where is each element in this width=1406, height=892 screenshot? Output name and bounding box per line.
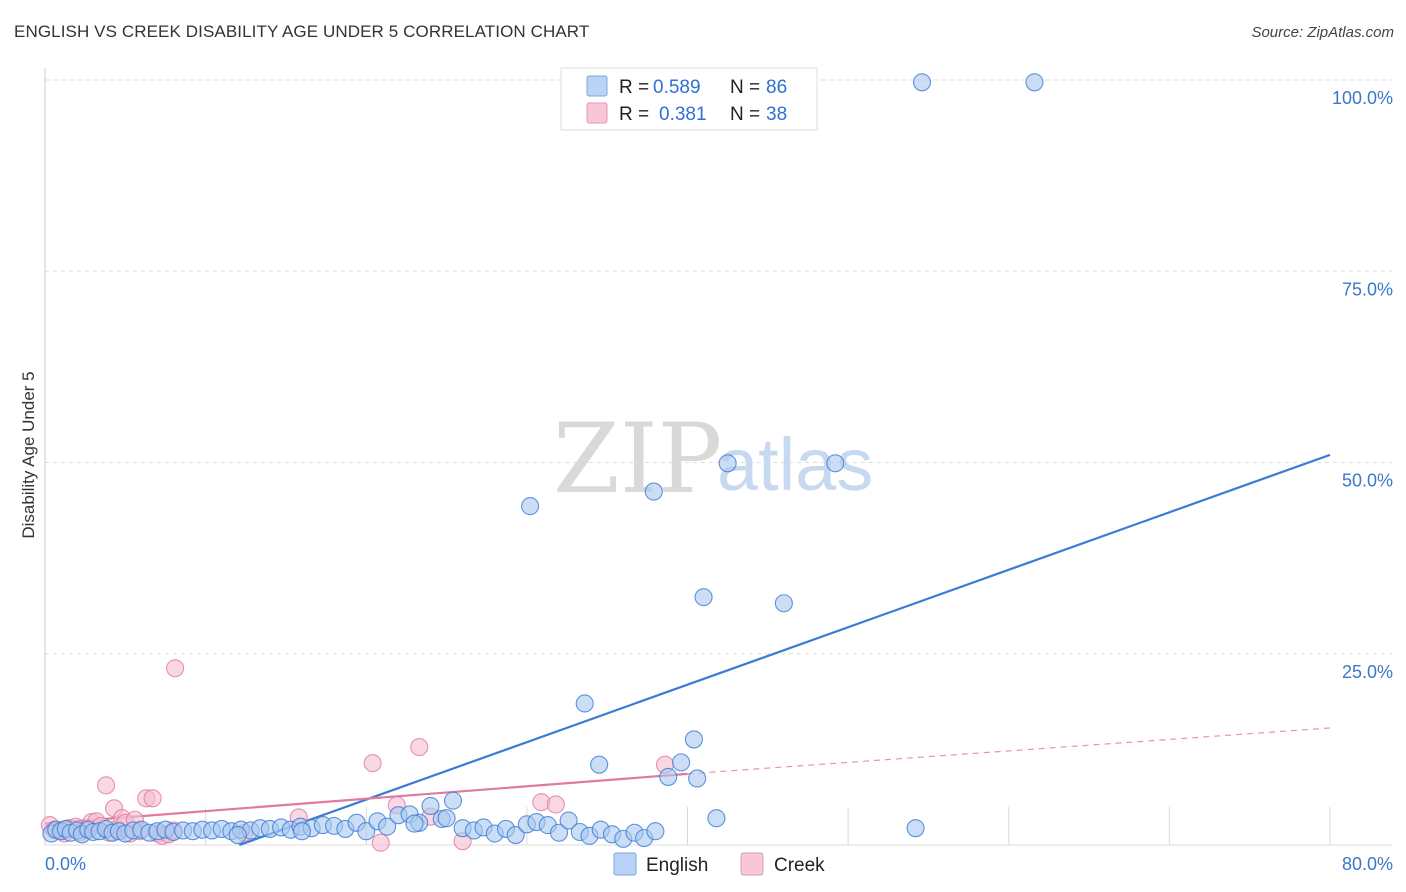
legend-r-value-english: 0.589 [653,77,701,98]
english-point [549,823,569,842]
english-point [672,753,691,772]
legend-swatch-creek [586,102,608,124]
creek-point [410,738,429,757]
y-axis-label: Disability Age Under 5 [19,371,38,538]
trend-layer [44,453,1331,847]
y-tick-label: 50.0% [1342,471,1393,491]
legend-r-label-english: R = [619,77,649,98]
trendline-creek [44,772,688,825]
legend: R = 0.589 N = 86 R = 0.381 N = 38 [560,67,818,131]
english-point [378,817,397,836]
creek-point [363,754,382,773]
series-legend-label-english: English [646,855,708,876]
english-point [646,822,665,841]
legend-swatch-english [586,75,608,97]
english-point [292,822,312,841]
legend-r-value-creek: 0.381 [659,104,707,125]
legend-n-value-english: 86 [766,77,787,98]
english-point [912,73,932,92]
english-point [405,814,424,833]
grid-layer [45,79,1392,846]
english-point [421,796,440,816]
points-layer [40,73,1044,852]
y-tick-label: 75.0% [1342,279,1393,299]
legend-r-label-creek: R = [619,104,649,125]
x-tick-label: 80.0% [1342,854,1393,874]
english-point [506,826,525,845]
series-legend-label-creek: Creek [774,855,825,876]
english-point [590,755,609,774]
legend-n-label-creek: N = [730,104,760,125]
series-legend-swatch-creek [740,852,764,876]
creek-point [166,659,185,678]
english-point [694,588,713,607]
chart-source: Source: ZipAtlas.com [1251,24,1394,41]
english-point [575,694,594,713]
series-legend-swatch-english [613,852,637,876]
english-point [443,791,463,810]
legend-n-label-english: N = [730,77,760,98]
english-point [774,594,793,613]
english-point [1025,73,1044,92]
english-point [688,769,707,788]
english-point [644,482,663,501]
creek-point [371,833,390,852]
english-point [906,819,925,838]
legend-n-value-creek: 38 [766,104,787,125]
english-point [684,730,703,749]
watermark: ZIP atlas [553,403,873,515]
creek-point [546,795,565,814]
x-tick-label: 0.0% [45,854,86,874]
tick-layer: 25.0% 50.0% 75.0% 100.0% 0.0% 80.0% [45,88,1393,874]
english-point [659,767,678,786]
english-point [718,454,737,473]
chart-title: ENGLISH VS CREEK DISABILITY AGE UNDER 5 … [14,22,590,41]
watermark-atlas: atlas [717,423,873,506]
y-tick-label: 25.0% [1342,662,1393,682]
english-point [228,826,247,845]
watermark-zip: ZIP [553,403,722,515]
english-point [521,497,540,516]
trendline-creek-extension [687,727,1331,775]
y-tick-label: 100.0% [1332,88,1393,108]
english-point [707,809,726,828]
trendline-english [238,453,1331,847]
english-point [559,811,578,830]
english-point [826,454,845,473]
series-legend: English Creek [613,852,825,876]
creek-point [96,776,116,795]
creek-point [143,789,162,808]
english-point [437,809,456,828]
